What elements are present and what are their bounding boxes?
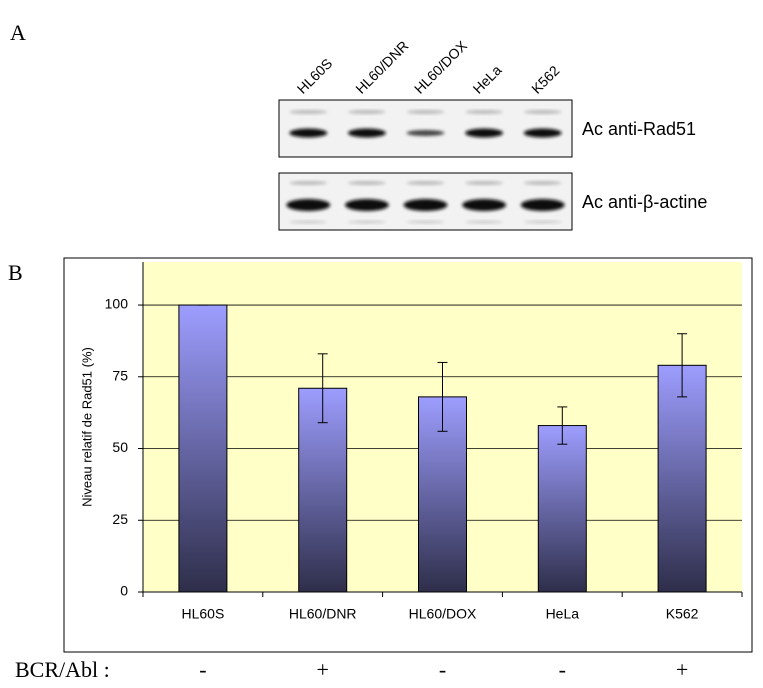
blot-band [289, 181, 328, 185]
bcr-abl-status: - [199, 657, 206, 682]
blot-band [289, 110, 328, 114]
row-label: BCR/Abl : [15, 657, 110, 682]
blot-band [406, 110, 445, 114]
blot-band [462, 199, 507, 211]
x-tick-label: HL60/DOX [409, 606, 477, 622]
y-tick-label: 75 [112, 367, 128, 383]
blot-band [406, 130, 445, 136]
x-tick-label: K562 [666, 606, 699, 622]
panel-label: A [10, 20, 26, 45]
x-tick-label: HL60S [181, 606, 224, 622]
blot-band [523, 181, 562, 185]
panel-label: B [8, 260, 23, 285]
blot-band [347, 220, 386, 224]
lane-label: HeLa [470, 62, 505, 97]
lane-label: HL60/DOX [411, 37, 471, 97]
blot-band [347, 128, 386, 138]
blot-label: Ac anti-β-actine [582, 192, 707, 212]
blot-box [278, 99, 573, 158]
blot-band [523, 110, 562, 114]
bcr-abl-status: - [439, 657, 446, 682]
blot-band [286, 199, 331, 211]
blot-label: Ac anti-Rad51 [582, 119, 696, 139]
blot-band [465, 181, 504, 185]
blot-band [347, 181, 386, 185]
bar [657, 364, 707, 593]
blot-band [465, 220, 504, 224]
blot-band [523, 220, 562, 224]
x-tick-label: HL60/DNR [289, 606, 357, 622]
y-tick-label: 0 [120, 583, 128, 599]
blot-band [465, 110, 504, 114]
y-tick-label: 50 [112, 439, 128, 455]
blot-band [289, 220, 328, 224]
bcr-abl-status: + [316, 657, 328, 682]
bar [178, 304, 228, 593]
y-tick-label: 100 [105, 296, 129, 312]
blot-band [465, 128, 504, 138]
blot-band [289, 128, 328, 138]
bcr-abl-status: - [559, 657, 566, 682]
y-tick-label: 25 [112, 511, 128, 527]
bcr-abl-status: + [676, 657, 688, 682]
blot-band [347, 110, 386, 114]
x-tick-label: HeLa [546, 606, 580, 622]
lane-label: K562 [528, 62, 563, 97]
lane-label: HL60S [294, 55, 336, 97]
blot-band [403, 199, 448, 211]
blot-band [406, 181, 445, 185]
bar [537, 425, 587, 593]
blot-band [523, 128, 562, 138]
blot-band [406, 220, 445, 224]
blot-band [520, 199, 565, 211]
blot-band [344, 199, 389, 211]
y-axis-label: Niveau relatif de Rad51 (%) [79, 347, 94, 507]
lane-label: HL60/DNR [352, 38, 411, 97]
